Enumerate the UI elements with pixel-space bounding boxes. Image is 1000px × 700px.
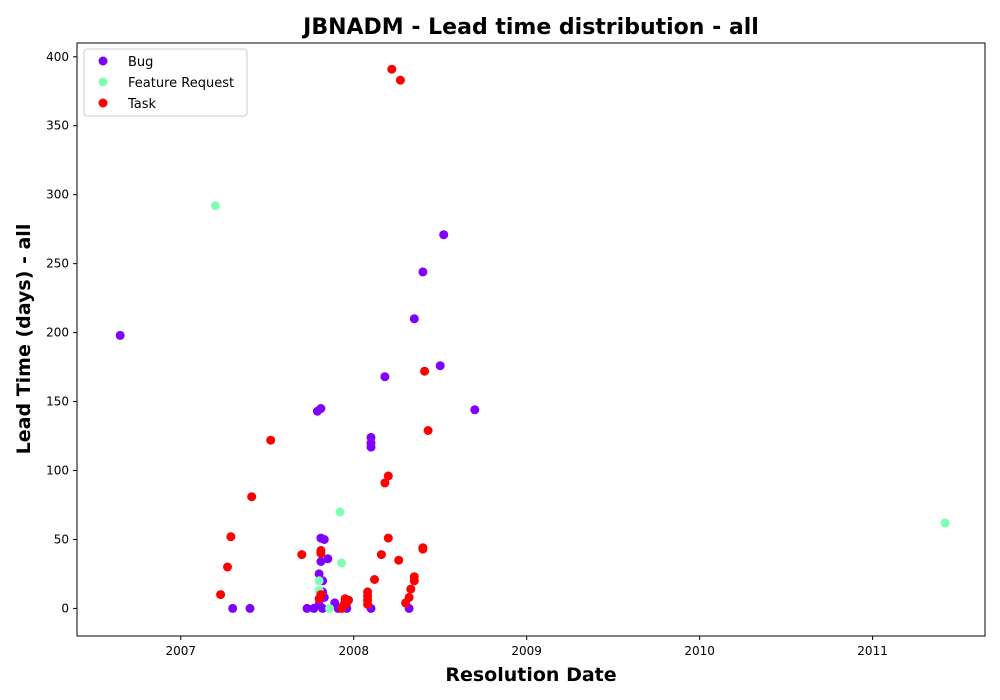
legend-box: [83, 48, 248, 117]
data-point: [383, 533, 393, 543]
data-point: [435, 361, 445, 371]
ticks: 2007 2008 2009 2010 2011 0 50 100 150 200 250 300 35…: [46, 50, 888, 658]
data-point: [302, 603, 312, 613]
y-tick-label: 250: [46, 257, 69, 271]
y-tick-label: 100: [46, 464, 69, 478]
data-point: [940, 518, 950, 528]
data-point: [409, 314, 419, 324]
data-point: [314, 569, 324, 579]
data-point: [380, 372, 390, 382]
data-point: [363, 599, 373, 609]
data-point: [439, 230, 449, 240]
data-point: [370, 575, 379, 584]
data-point: [319, 535, 329, 544]
data-point: [216, 590, 226, 600]
y-tick-label: 400: [46, 50, 69, 64]
x-tick-label: 2007: [165, 644, 196, 658]
data-point: [366, 442, 376, 452]
data-point: [418, 544, 428, 554]
data-point: [115, 330, 125, 340]
data-point: [314, 594, 324, 604]
y-tick-label: 300: [46, 188, 69, 202]
y-tick-label: 150: [46, 395, 69, 409]
x-tick-label: 2011: [857, 644, 888, 658]
data-point: [335, 507, 345, 517]
data-point: [409, 572, 419, 582]
chart-title: JBNADM - Lead time distribution - all: [301, 15, 759, 40]
series-task: [216, 64, 433, 613]
data-point: [325, 603, 334, 613]
data-point: [316, 404, 326, 413]
plot-frame: [76, 42, 986, 637]
data-point: [380, 478, 390, 488]
legend-entry: Task: [98, 97, 157, 112]
data-point: [376, 550, 386, 560]
legend-entry: Bug: [98, 55, 153, 70]
legend-label: Bug: [128, 55, 153, 70]
y-tick-label: 200: [46, 326, 69, 340]
plot-area: [115, 64, 950, 613]
legend-label: Task: [127, 97, 157, 112]
data-point: [228, 603, 238, 613]
data-point: [406, 584, 416, 594]
data-point: [314, 576, 324, 586]
y-tick-label: 50: [54, 532, 69, 546]
legend-label: Feature Request: [128, 76, 234, 91]
legend: Bug Feature Request Task: [83, 48, 248, 117]
data-point: [245, 603, 255, 613]
y-tick-label: 0: [61, 601, 69, 615]
data-point: [226, 532, 236, 542]
legend-entry: Feature Request: [98, 76, 234, 91]
data-point: [420, 366, 430, 376]
y-tick-label: 350: [46, 119, 69, 133]
data-point: [318, 603, 328, 613]
x-tick-label: 2010: [684, 644, 715, 658]
data-point: [404, 592, 414, 602]
data-point: [223, 562, 232, 572]
data-point: [337, 558, 347, 568]
x-tick-label: 2008: [338, 644, 369, 658]
data-point: [247, 492, 257, 502]
y-axis-label: Lead Time (days) - all: [13, 224, 35, 455]
data-point: [394, 555, 404, 565]
data-point: [418, 267, 428, 277]
data-point: [297, 550, 307, 560]
data-point: [387, 64, 397, 74]
data-point: [383, 471, 393, 481]
legend-marker: [98, 77, 108, 87]
data-point: [316, 548, 326, 558]
data-point: [323, 554, 333, 564]
legend-marker: [98, 98, 108, 108]
series-bug: [115, 230, 480, 613]
legend-marker: [98, 56, 108, 66]
data-point: [423, 426, 433, 435]
data-point: [210, 201, 220, 211]
x-axis-label: Resolution Date: [445, 664, 616, 686]
data-point: [470, 405, 480, 415]
data-point: [344, 595, 353, 605]
x-tick-label: 2009: [511, 644, 542, 658]
axes: [76, 42, 986, 637]
data-point: [395, 75, 405, 85]
data-point: [316, 557, 326, 566]
data-point: [266, 435, 276, 445]
